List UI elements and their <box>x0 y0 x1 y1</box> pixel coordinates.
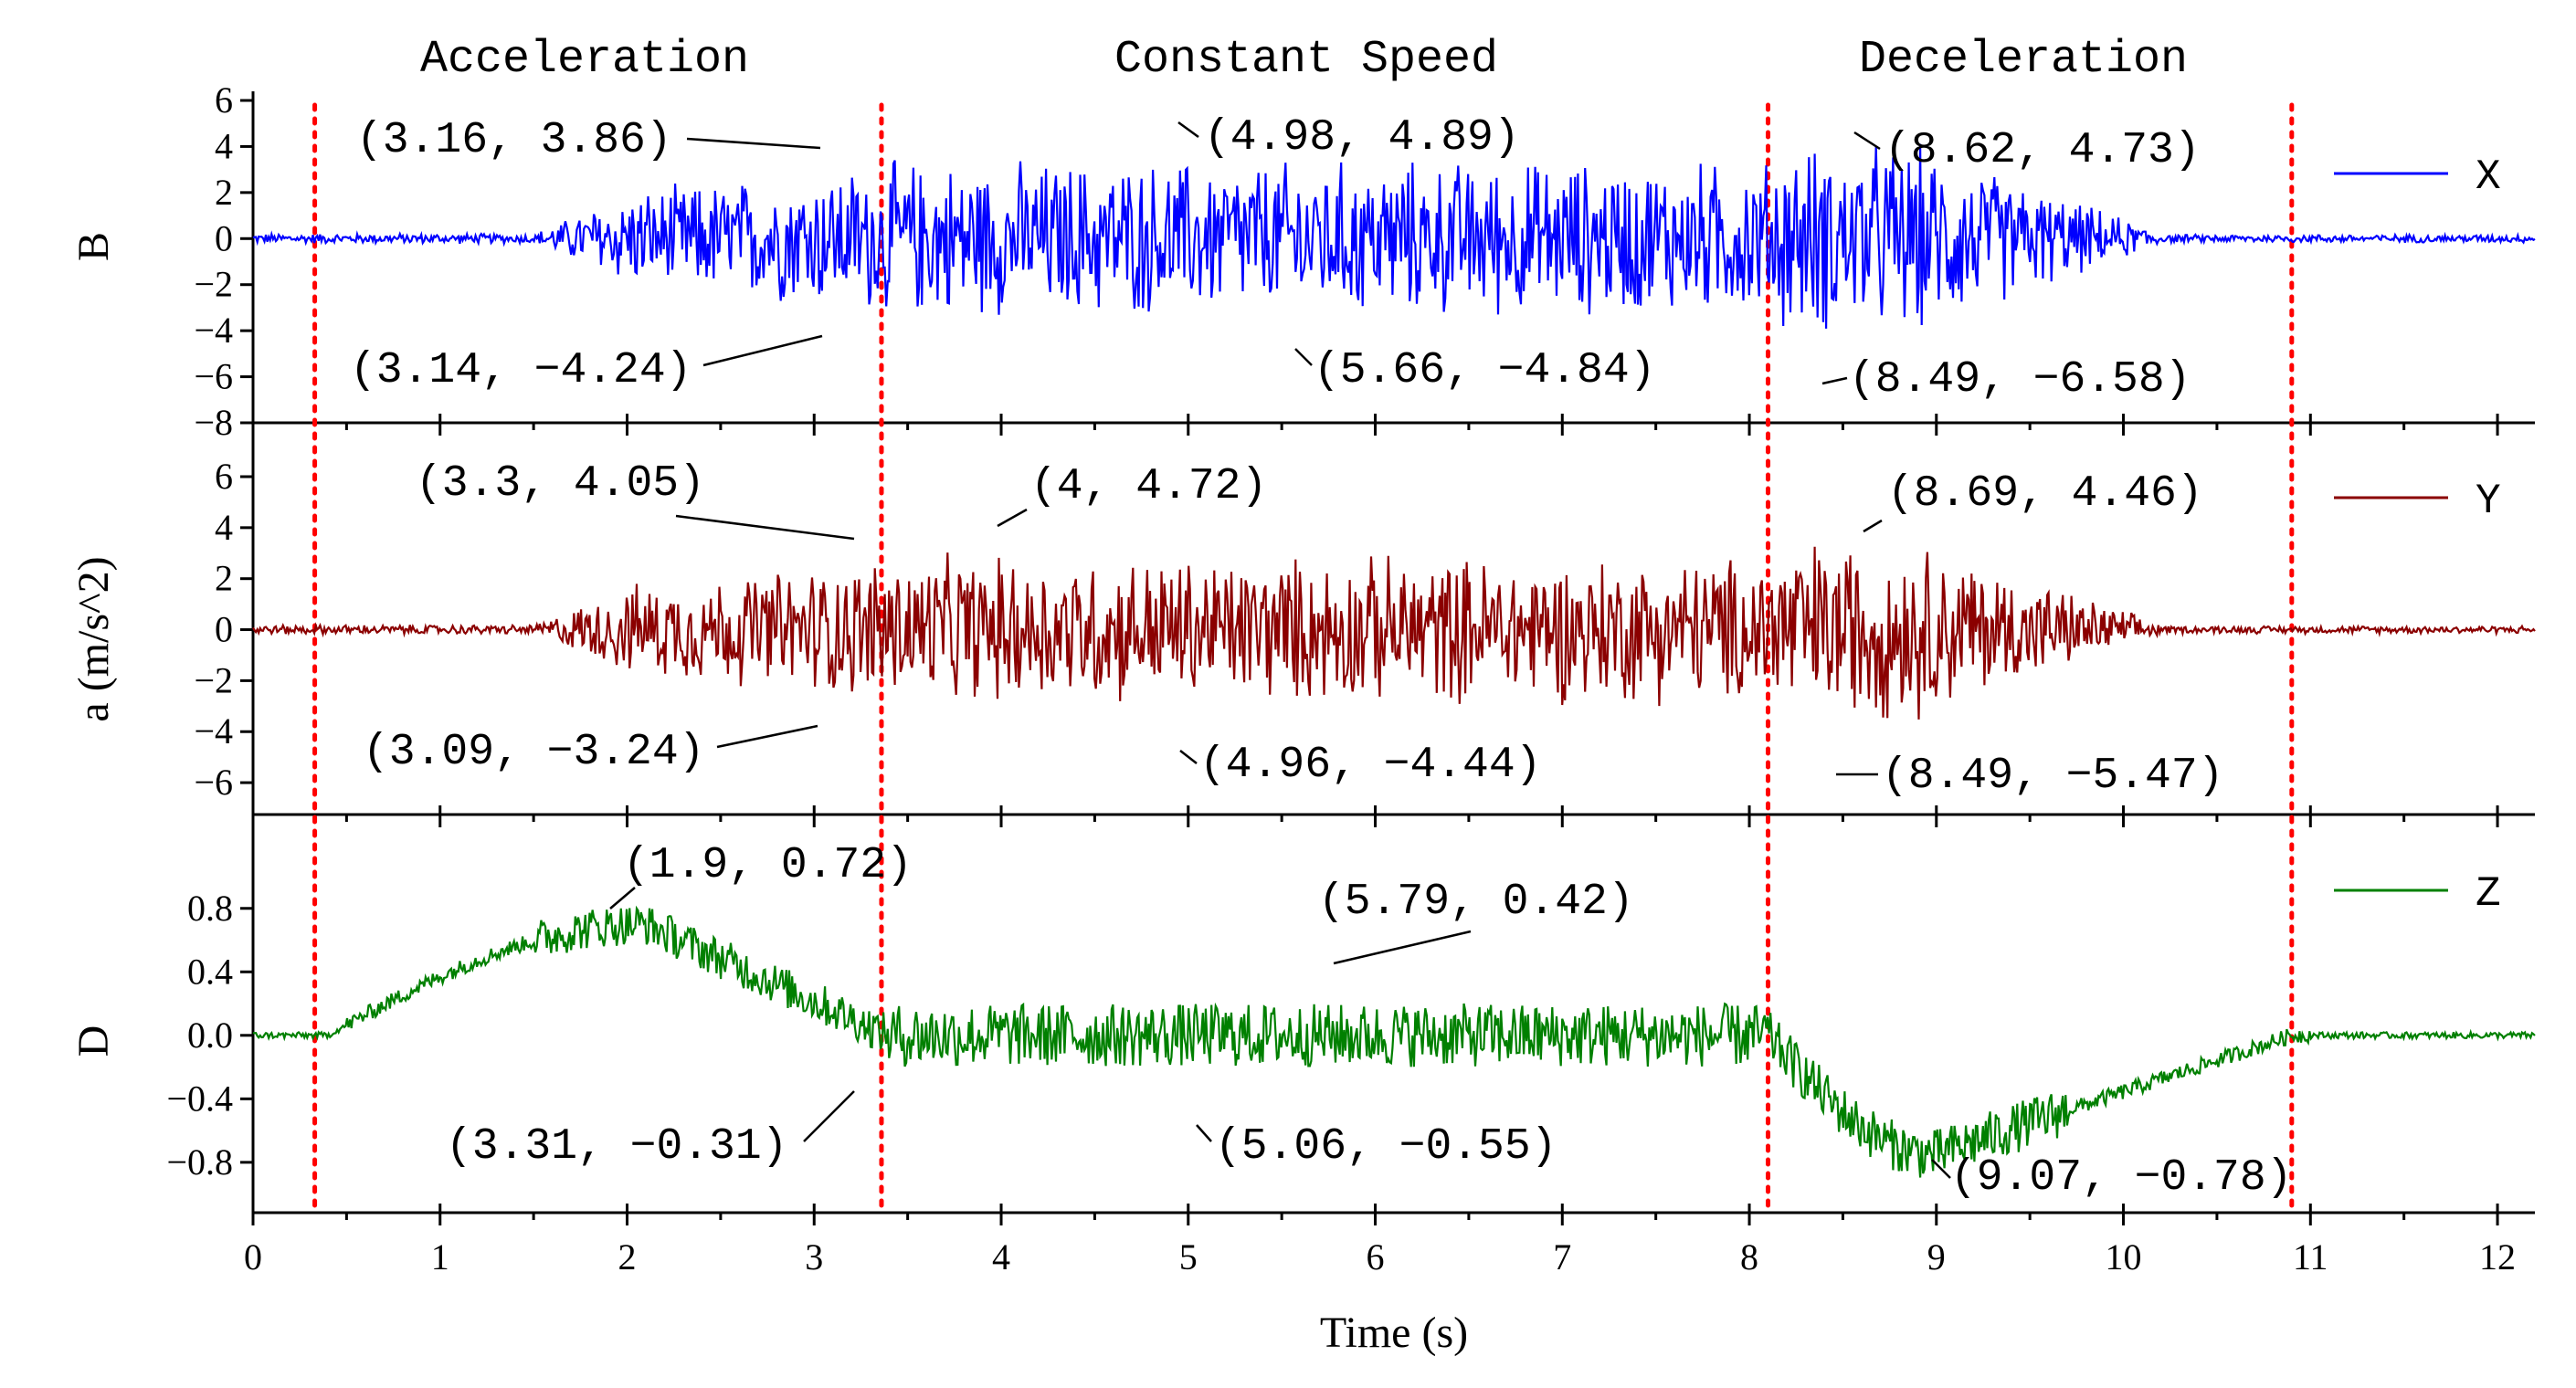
annotation-label: (3.3, 4.05) <box>416 459 705 509</box>
annotation-label: (8.62, 4.73) <box>1884 126 2201 175</box>
y-tick-label: 4 <box>215 125 233 166</box>
annotation-label: (3.16, 3.86) <box>356 116 672 165</box>
x-tick-label: 10 <box>2106 1236 2142 1278</box>
annotation-label: (8.49, −6.58) <box>1849 355 2191 405</box>
series-line-Z <box>252 905 2536 1178</box>
phase-label-2: Deceleration <box>1859 34 2188 86</box>
x-tick-label: 12 <box>2479 1236 2516 1278</box>
annotation-leader <box>1294 348 1313 366</box>
y-axis-title-bottom: D <box>69 1025 118 1057</box>
annotation-leader <box>675 514 855 541</box>
y-tick-label: −2 <box>194 659 233 700</box>
legend-label-Y: Y <box>2476 478 2501 525</box>
y-tick-label: 0.0 <box>187 1015 233 1056</box>
y-tick-label: −4 <box>194 310 233 351</box>
annotation-label: (3.14, −4.24) <box>350 346 692 395</box>
annotation-leader <box>803 1090 855 1142</box>
x-axis-title: Time (s) <box>1320 1309 1468 1357</box>
annotation-label: (8.49, −5.47) <box>1882 752 2223 801</box>
y-tick-label: −8 <box>194 402 233 443</box>
annotation-label: (9.07, −0.78) <box>1950 1153 2292 1203</box>
x-tick-label: 3 <box>805 1236 823 1278</box>
y-tick-label: −6 <box>194 356 233 397</box>
y-axis-title-middle: a (m/s^2) <box>69 556 118 721</box>
series-line-X <box>252 143 2536 329</box>
annotation-leader <box>1179 750 1198 764</box>
annotation-leader <box>1853 131 1881 151</box>
annotation-label: (4, 4.72) <box>1030 462 1267 511</box>
x-tick-label: 11 <box>2293 1236 2328 1278</box>
y-tick-label: 2 <box>215 172 233 213</box>
annotation-label: (3.09, −3.24) <box>363 728 704 777</box>
y-tick-label: 2 <box>215 558 233 599</box>
phase-label-0: Acceleration <box>420 34 749 86</box>
x-tick-label: 8 <box>1740 1236 1758 1278</box>
annotation-label: (3.31, −0.31) <box>446 1122 787 1172</box>
y-tick-label: 4 <box>215 507 233 548</box>
x-tick-label: 0 <box>244 1236 262 1278</box>
annotation-label: (8.69, 4.46) <box>1887 469 2203 519</box>
x-tick-label: 6 <box>1367 1236 1385 1278</box>
annotation-label: (1.9, 0.72) <box>623 841 913 890</box>
x-tick-label: 9 <box>1927 1236 1946 1278</box>
y-tick-label: 6 <box>215 456 233 497</box>
annotation-label: (5.66, −4.84) <box>1314 346 1655 395</box>
annotation-label: (4.96, −4.44) <box>1199 741 1541 790</box>
annotation-leader <box>686 137 821 150</box>
annotation-leader <box>1931 1159 1951 1179</box>
legend-label-X: X <box>2476 153 2501 201</box>
annotation-leader <box>609 887 636 910</box>
y-tick-label: 0.4 <box>187 951 233 992</box>
annotation-label: (5.06, −0.55) <box>1215 1122 1557 1172</box>
y-tick-label: 0 <box>215 609 233 650</box>
x-tick-label: 5 <box>1179 1236 1198 1278</box>
annotation-label: (5.79, 0.42) <box>1318 878 1634 927</box>
y-axis-title-top: B <box>69 232 118 261</box>
y-tick-label: −6 <box>194 762 233 803</box>
annotation-leader <box>716 724 818 749</box>
y-tick-label: −4 <box>194 710 233 752</box>
annotation-leader <box>997 508 1028 528</box>
x-tick-label: 7 <box>1553 1236 1571 1278</box>
y-tick-label: −2 <box>194 264 233 305</box>
annotation-leader <box>1821 376 1848 385</box>
y-tick-label: −0.8 <box>166 1141 233 1183</box>
x-tick-label: 4 <box>992 1236 1010 1278</box>
annotation-leader <box>1863 519 1883 533</box>
x-tick-label: 2 <box>618 1236 637 1278</box>
y-tick-label: 0.8 <box>187 888 233 929</box>
y-tick-label: −0.4 <box>166 1078 233 1119</box>
y-tick-label: 6 <box>215 79 233 121</box>
annotation-leader <box>702 334 823 367</box>
annotation-leader <box>1196 1124 1212 1142</box>
x-tick-label: 1 <box>431 1236 449 1278</box>
annotation-leader <box>1333 930 1472 965</box>
series-line-Y <box>252 546 2536 720</box>
phase-label-1: Constant Speed <box>1114 34 1498 86</box>
legend-label-Z: Z <box>2476 870 2501 918</box>
annotation-leader <box>1177 121 1199 139</box>
y-tick-label: 0 <box>215 217 233 258</box>
annotation-label: (4.98, 4.89) <box>1204 113 1520 163</box>
